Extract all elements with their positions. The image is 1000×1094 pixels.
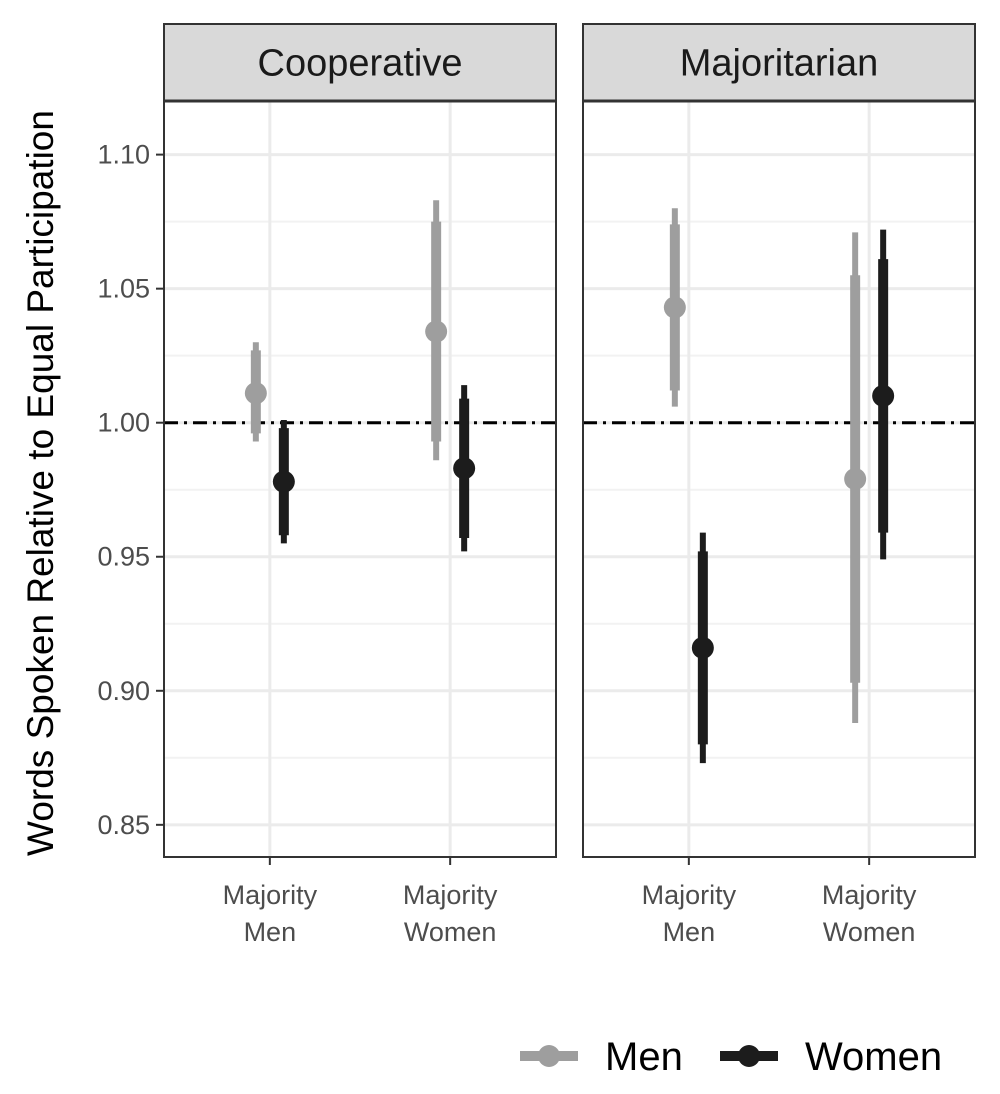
panel-background [583,101,975,857]
x-tick-label: Majority [822,880,917,910]
point-women [272,420,295,544]
x-tick-label: Majority [642,880,737,910]
panel-1: Majoritarian Majority Men Majority Women [582,23,976,947]
point-estimate [425,320,448,343]
y-tick-label: 0.95 [97,542,150,572]
y-tick-label: 1.00 [97,408,150,438]
legend: Men Women [520,1035,942,1079]
panels-layer: CooperativeMajorityMenMajorityWomenMajor… [163,23,976,947]
y-axis-label: Words Spoken Relative to Equal Participa… [20,110,61,856]
strip-title: Cooperative [258,43,463,85]
x-tick-label: Men [244,917,297,947]
point-men [844,232,867,723]
point-estimate [844,468,867,490]
panel-background [164,101,556,857]
point-men [663,208,686,407]
legend-label: Women [805,1035,942,1079]
x-tick-label: Women [404,917,497,947]
panel-0: Cooperative Majority Men Majority Women [163,23,557,947]
x-tick-label: Men [663,917,716,947]
legend-item-women: Women [720,1035,942,1079]
x-tick-label: Majority [223,880,318,910]
x-tick-label: Women [823,917,916,947]
point-women [691,532,714,764]
x-tick-label: Majority [403,880,498,910]
y-tick-label: 1.05 [97,274,150,304]
point-women [453,385,476,552]
legend-key-point [738,1045,760,1067]
point-estimate [244,382,267,405]
y-tick-label: 0.90 [97,676,150,706]
strip-background [163,23,557,102]
point-estimate [272,470,295,493]
point-women [872,229,895,560]
point-estimate [691,636,714,659]
y-axis: 0.85 0.90 0.95 1.00 1.05 1.10 [97,140,164,840]
point-men [425,200,448,461]
strip-title: Majoritarian [680,43,879,85]
y-tick-label: 0.85 [97,810,150,840]
y-tick-label: 1.10 [97,140,150,170]
legend-label: Men [605,1035,683,1079]
legend-item-men: Men [520,1035,683,1079]
legend-key-point [538,1045,560,1067]
point-estimate [663,296,686,319]
strip-background [582,23,976,102]
point-men [244,342,267,442]
point-estimate [872,384,895,407]
point-estimate [453,457,476,480]
